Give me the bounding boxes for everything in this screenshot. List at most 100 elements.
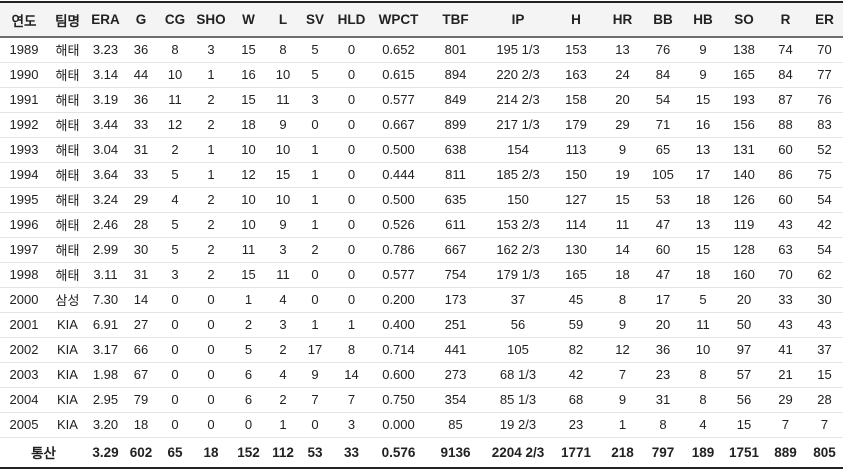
cell-2001-연도: 2001 bbox=[0, 312, 48, 338]
cell-2000-L: 4 bbox=[267, 287, 299, 313]
cell-1990-CG: 10 bbox=[158, 62, 192, 88]
cell-1994-ER: 75 bbox=[806, 162, 843, 188]
table-row-1990: 1990 해태 3.14 44 10 1 16 10 5 0 0.615 894 220 2/3 163 2… bbox=[0, 62, 843, 88]
total-cell-R: 889 bbox=[774, 444, 797, 460]
cell-1996-BB: 47 bbox=[643, 212, 683, 238]
cell-1997-SV: 2 bbox=[299, 237, 331, 263]
cell-1997-HR: 14 bbox=[602, 237, 643, 263]
cell-1992-SV: 0 bbox=[299, 112, 331, 138]
cell-1996-연도: 1996 bbox=[0, 212, 48, 238]
cell-1993-BB: 65 bbox=[643, 137, 683, 163]
total-cell-SO: 1751 bbox=[728, 444, 760, 460]
cell-2004-H: 68 bbox=[550, 387, 602, 413]
cell-2004-SHO: 0 bbox=[192, 387, 230, 413]
total-cell-HR: 218 bbox=[611, 444, 634, 460]
cell-1991-IP: 214 2/3 bbox=[486, 87, 550, 113]
cell-1995-ER: 54 bbox=[806, 187, 843, 213]
table-header: 연도 팀명 ERA G CG SHO W L SV HLD WPCT TBF IP H HR BB HB SO R E… bbox=[0, 2, 843, 38]
cell-2001-TBF: 251 bbox=[425, 312, 486, 338]
cell-1989-BB: 76 bbox=[643, 37, 683, 63]
cell-1993-SHO: 1 bbox=[192, 137, 230, 163]
cell-2003-HLD: 14 bbox=[331, 362, 372, 388]
cell-1994-G: 33 bbox=[124, 162, 158, 188]
column-header-G: G bbox=[124, 2, 158, 38]
column-header-SV: SV bbox=[299, 2, 331, 38]
table-row-1992: 1992 해태 3.44 33 12 2 18 9 0 0 0.667 899 217 1/3 179 29… bbox=[0, 112, 843, 138]
cell-1992-HB: 16 bbox=[683, 112, 723, 138]
cell-1992-SHO: 2 bbox=[192, 112, 230, 138]
cell-1995-팀명: 해태 bbox=[48, 187, 87, 213]
cell-1996-ERA: 2.46 bbox=[87, 212, 124, 238]
cell-1991-HLD: 0 bbox=[331, 87, 372, 113]
cell-1992-연도: 1992 bbox=[0, 112, 48, 138]
cell-1995-L: 10 bbox=[267, 187, 299, 213]
cell-1994-ERA: 3.64 bbox=[87, 162, 124, 188]
cell-2001-ERA: 6.91 bbox=[87, 312, 124, 338]
cell-2001-L: 3 bbox=[267, 312, 299, 338]
cell-1998-HLD: 0 bbox=[331, 262, 372, 288]
cell-1995-CG: 4 bbox=[158, 187, 192, 213]
cell-1989-SV: 5 bbox=[299, 37, 331, 63]
cell-1995-W: 10 bbox=[230, 187, 267, 213]
cell-1993-WPCT: 0.500 bbox=[372, 137, 425, 163]
cell-1993-HB: 13 bbox=[683, 137, 723, 163]
cell-1990-WPCT: 0.615 bbox=[372, 62, 425, 88]
cell-1990-G: 44 bbox=[124, 62, 158, 88]
cell-1995-WPCT: 0.500 bbox=[372, 187, 425, 213]
cell-1997-CG: 5 bbox=[158, 237, 192, 263]
cell-1996-IP: 153 2/3 bbox=[486, 212, 550, 238]
column-header-TBF: TBF bbox=[425, 2, 486, 38]
cell-2002-R: 41 bbox=[765, 337, 806, 363]
cell-1992-G: 33 bbox=[124, 112, 158, 138]
cell-1996-R: 43 bbox=[765, 212, 806, 238]
cell-1992-H: 179 bbox=[550, 112, 602, 138]
cell-1995-G: 29 bbox=[124, 187, 158, 213]
cell-1991-HR: 20 bbox=[602, 87, 643, 113]
cell-2003-TBF: 273 bbox=[425, 362, 486, 388]
cell-2002-SHO: 0 bbox=[192, 337, 230, 363]
cell-2002-IP: 105 bbox=[486, 337, 550, 363]
column-header-L: L bbox=[267, 2, 299, 38]
cell-2002-ER: 37 bbox=[806, 337, 843, 363]
cell-1993-연도: 1993 bbox=[0, 137, 48, 163]
cell-2005-L: 1 bbox=[267, 412, 299, 438]
cell-1989-TBF: 801 bbox=[425, 37, 486, 63]
cell-2005-HB: 4 bbox=[683, 412, 723, 438]
cell-2001-SO: 50 bbox=[723, 312, 765, 338]
column-header-R: R bbox=[765, 2, 806, 38]
cell-2000-WPCT: 0.200 bbox=[372, 287, 425, 313]
table-row-1995: 1995 해태 3.24 29 4 2 10 10 1 0 0.500 635 150 127 15 53 18… bbox=[0, 187, 843, 213]
cell-2000-IP: 37 bbox=[486, 287, 550, 313]
cell-2002-ERA: 3.17 bbox=[87, 337, 124, 363]
cell-1998-IP: 179 1/3 bbox=[486, 262, 550, 288]
cell-2005-W: 0 bbox=[230, 412, 267, 438]
cell-2002-L: 2 bbox=[267, 337, 299, 363]
cell-2004-HB: 8 bbox=[683, 387, 723, 413]
cell-1991-CG: 11 bbox=[158, 87, 192, 113]
cell-1989-ERA: 3.23 bbox=[87, 37, 124, 63]
cell-1991-ER: 76 bbox=[806, 87, 843, 113]
cell-1995-ERA: 3.24 bbox=[87, 187, 124, 213]
cell-2001-R: 43 bbox=[765, 312, 806, 338]
cell-1997-WPCT: 0.786 bbox=[372, 237, 425, 263]
cell-1996-G: 28 bbox=[124, 212, 158, 238]
cell-2003-CG: 0 bbox=[158, 362, 192, 388]
table-row-2004: 2004 KIA 2.95 79 0 0 6 2 7 7 0.750 354 85 1/3 68 9 31 8 5… bbox=[0, 387, 843, 413]
cell-1993-IP: 154 bbox=[486, 137, 550, 163]
cell-1995-SV: 1 bbox=[299, 187, 331, 213]
cell-1996-HR: 11 bbox=[602, 212, 643, 238]
cell-2001-BB: 20 bbox=[643, 312, 683, 338]
cell-1994-IP: 185 2/3 bbox=[486, 162, 550, 188]
cell-2004-HR: 9 bbox=[602, 387, 643, 413]
cell-2000-CG: 0 bbox=[158, 287, 192, 313]
cell-2002-G: 66 bbox=[124, 337, 158, 363]
cell-1990-R: 84 bbox=[765, 62, 806, 88]
cell-2005-팀명: KIA bbox=[48, 412, 87, 438]
cell-1990-HR: 24 bbox=[602, 62, 643, 88]
cell-1989-SHO: 3 bbox=[192, 37, 230, 63]
cell-1995-H: 127 bbox=[550, 187, 602, 213]
cell-1991-BB: 54 bbox=[643, 87, 683, 113]
cell-2005-연도: 2005 bbox=[0, 412, 48, 438]
cell-2003-SV: 9 bbox=[299, 362, 331, 388]
cell-1990-연도: 1990 bbox=[0, 62, 48, 88]
